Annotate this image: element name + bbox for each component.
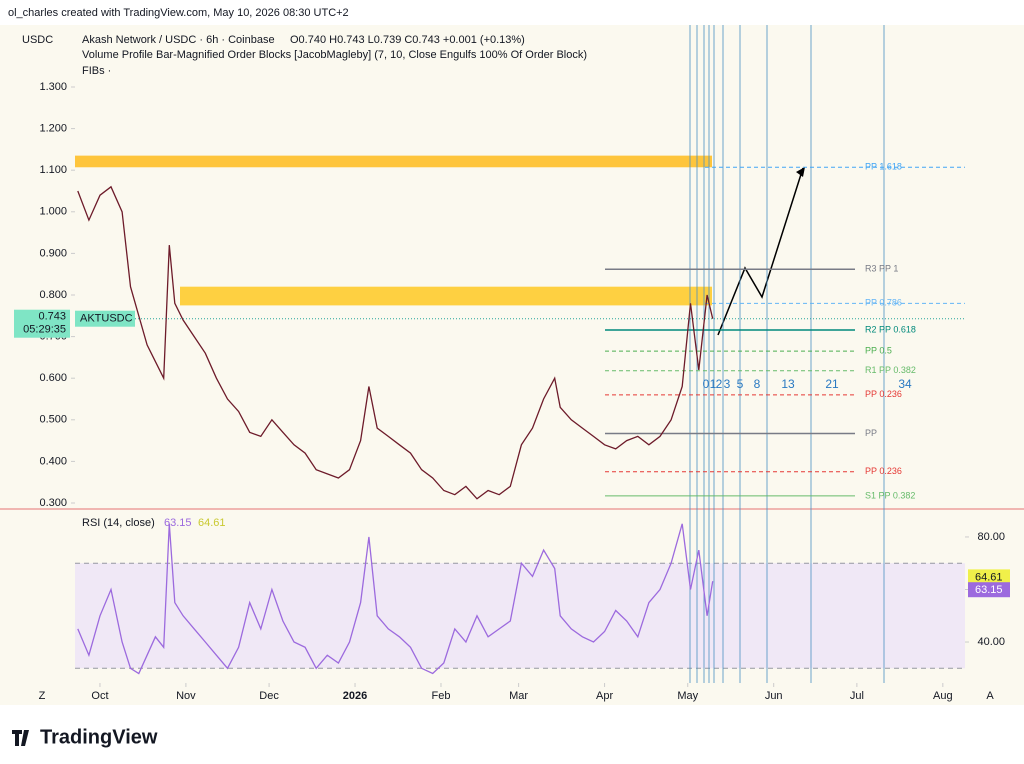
fib-time-label: 1 [710, 377, 717, 391]
y-tick-label: 1.300 [39, 81, 67, 93]
x-tick-label: Feb [431, 690, 450, 702]
logo: TradingView [40, 726, 158, 748]
rsi-tick-label: 80.00 [977, 531, 1005, 543]
x-tick-label: Mar [509, 690, 528, 702]
rsi-value: 63.15 [164, 517, 192, 529]
pivot-label: S1 PP 0.382 [865, 490, 915, 500]
pivot-label: PP 1.618 [865, 162, 902, 172]
x-tick-label: Dec [259, 690, 279, 702]
y-tick-label: 0.800 [39, 289, 67, 301]
x-tick-label: Jul [850, 690, 864, 702]
rsi-value-tag-label: 63.15 [975, 584, 1003, 596]
arrow-head [796, 167, 805, 177]
symbol-tag-label: AKTUSDC [80, 313, 133, 325]
y-tick-label: 0.900 [39, 247, 67, 259]
auto-btn[interactable]: A [986, 690, 994, 702]
y-tick-label: 0.400 [39, 455, 67, 467]
order-block [75, 155, 712, 168]
fib-time-label: 34 [898, 377, 912, 391]
symbol-tag [75, 310, 135, 327]
rsi-signal-tag [968, 569, 1010, 585]
rsi-line [77, 523, 714, 675]
fib-time-label: 5 [737, 377, 744, 391]
pivot-label: PP [865, 428, 877, 438]
fib-time-label: 13 [781, 377, 795, 391]
rsi-band [75, 563, 965, 669]
x-tick-label: May [677, 690, 698, 702]
rsi-signal: 64.61 [198, 517, 226, 529]
zoom-btn[interactable]: Z [39, 690, 46, 702]
watermark: ol_charles created with TradingView.com,… [8, 7, 349, 19]
y-tick-label: 1.000 [39, 206, 67, 218]
currency: USDC [22, 34, 53, 46]
fib-time-label: 2 [716, 377, 723, 391]
rsi-signal-tag-label: 64.61 [975, 571, 1003, 583]
pivot-label: R2 PP 0.618 [865, 324, 916, 334]
indicator: Volume Profile Bar-Magnified Order Block… [82, 49, 587, 61]
fib-time-label: 0 [703, 377, 710, 391]
price-tag [14, 309, 70, 338]
rsi-tick-label: 40.00 [977, 636, 1005, 648]
symbol: Akash Network / USDC · 6h · Coinbase [82, 34, 275, 46]
projection [717, 167, 804, 336]
pivot-label: PP 0.236 [865, 389, 902, 399]
x-tick-label: Jun [765, 690, 783, 702]
fib-time-label: 8 [754, 377, 761, 391]
y-tick-label: 0.500 [39, 414, 67, 426]
x-tick-label: Oct [91, 690, 108, 702]
y-tick-label: 1.200 [39, 122, 67, 134]
price-tag-countdown: 05:29:35 [23, 324, 66, 336]
pivot-label: PP 0.236 [865, 466, 902, 476]
y-tick-label: 0.300 [39, 497, 67, 509]
pivot-label: PP 0.786 [865, 298, 902, 308]
rsi-value-tag [968, 582, 1010, 598]
fib-time-label: 3 [724, 377, 731, 391]
x-tick-label: Apr [596, 690, 613, 702]
y-tick-label: 1.100 [39, 164, 67, 176]
pivot-label: R1 PP 0.382 [865, 365, 916, 375]
fib-time-label: 21 [825, 377, 839, 391]
logo-icon [12, 730, 29, 746]
order-block [180, 286, 712, 306]
pivot-label: R3 PP 1 [865, 264, 898, 274]
rsi-title: RSI (14, close) [82, 517, 155, 529]
x-tick-label: Aug [933, 690, 953, 702]
x-tick-label: Nov [176, 690, 196, 702]
ohlc: O0.740 H0.743 L0.739 C0.743 +0.001 (+0.1… [290, 34, 525, 46]
x-tick-label: 2026 [343, 690, 367, 702]
price-line [77, 185, 714, 500]
pivot-label: PP 0.5 [865, 346, 892, 356]
fibs: FIBs · [82, 65, 111, 77]
price-tag-value: 0.743 [38, 311, 66, 323]
y-tick-label: 0.600 [39, 372, 67, 384]
